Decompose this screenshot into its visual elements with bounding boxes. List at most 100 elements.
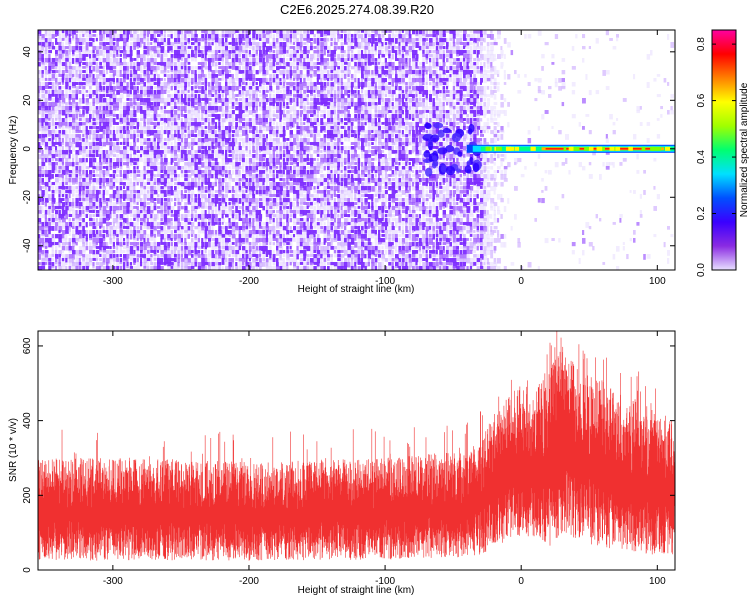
spectrogram-cell — [317, 34, 321, 38]
spectrogram-cell — [45, 142, 48, 147]
spectrogram-cell — [310, 166, 313, 171]
spectrogram-cell — [215, 126, 218, 129]
spectrogram-cell — [154, 142, 157, 146]
spectrogram-cell — [300, 254, 303, 258]
spectrogram-cell — [62, 54, 64, 58]
spectrogram-cell — [143, 50, 147, 55]
spectrogram-cell — [194, 218, 197, 222]
spectrogram-cell — [242, 246, 245, 251]
spectrogram-cell — [266, 218, 269, 222]
spectrogram-cell — [215, 214, 218, 218]
spectrogram-cell — [215, 266, 218, 269]
spectrogram-cell — [242, 118, 245, 121]
spectrogram-cell — [109, 138, 112, 142]
spectrogram-cell — [293, 98, 295, 102]
spectrogram-cell — [191, 186, 194, 190]
spectrogram-cell — [286, 102, 288, 106]
spectrogram-cell — [140, 58, 143, 62]
spectrogram-cell — [69, 150, 73, 154]
spectrogram-cell — [188, 90, 190, 93]
spectrogram-cell — [62, 82, 64, 85]
spectrogram-cell — [160, 66, 163, 70]
spectrogram-cell — [140, 202, 144, 206]
spectrogram-cell — [160, 150, 164, 154]
spectrogram-cell — [109, 262, 111, 267]
spectrogram-cell — [290, 158, 294, 161]
spectrogram-cell — [198, 206, 200, 209]
spectrogram-cell — [130, 170, 133, 173]
spectrogram-cell — [48, 158, 51, 162]
spectrogram-cell — [256, 62, 259, 65]
spectrogram-cell — [55, 190, 58, 194]
spectrogram-cell — [232, 266, 234, 270]
spectrogram-cell — [228, 34, 231, 38]
spectrogram-cell — [72, 186, 75, 191]
spectrogram-cell — [293, 166, 296, 170]
spectrogram-cell — [92, 214, 95, 217]
spectrogram-cell — [327, 106, 330, 109]
spectrogram-cell — [143, 194, 146, 198]
spectrogram-cell — [300, 242, 303, 247]
spectrogram-cell — [167, 94, 171, 98]
spectrogram-cell — [276, 226, 279, 229]
spectrogram-cell — [307, 78, 310, 81]
spectrogram-cell — [324, 234, 328, 238]
spectrogram-cell — [276, 66, 280, 70]
spectrogram-cell — [232, 166, 236, 169]
spectrogram-cell — [198, 142, 201, 146]
spectrogram-cell — [147, 210, 151, 214]
spectrogram-cell — [252, 230, 256, 234]
spectrogram-cell — [103, 174, 106, 178]
spectrogram-cell — [184, 58, 187, 62]
spectrogram-cell — [116, 210, 119, 213]
spectrogram-cell — [286, 46, 290, 50]
spectrogram-cell — [222, 54, 225, 58]
spectrogram-cell — [235, 94, 239, 97]
spectrogram-cell — [48, 222, 51, 226]
spectrogram-cell — [126, 222, 130, 226]
spectrogram-cell — [52, 94, 55, 97]
spectrogram-cell — [283, 62, 287, 66]
spectrogram-cell — [252, 114, 256, 117]
spectrogram-cell — [89, 126, 93, 129]
spectrogram-cell — [249, 182, 252, 186]
spectrogram-cell — [106, 78, 110, 82]
spectrogram-cell — [147, 182, 150, 185]
spectrogram-cell — [92, 182, 94, 186]
spectrogram-cell — [313, 74, 317, 77]
spectrogram-cell — [171, 138, 173, 141]
spectrogram-cell — [137, 202, 139, 205]
spectrogram-cell — [58, 130, 61, 134]
spectrogram-cell — [252, 30, 256, 34]
spectrogram-cell — [330, 34, 334, 38]
spectrogram-cell — [307, 98, 309, 102]
spectrogram-cell — [96, 106, 99, 110]
spectrogram-cell — [123, 246, 127, 249]
spectrogram-cell — [317, 186, 319, 189]
spectrogram-cell — [143, 74, 146, 78]
spectrogram-cell — [62, 122, 66, 126]
spectrogram-cell — [276, 50, 280, 55]
spectrogram-cell — [113, 42, 116, 46]
spectrogram-cell — [58, 174, 62, 178]
spectrogram-cell — [150, 250, 154, 253]
spectrogram-cell — [218, 258, 221, 261]
spectrogram-cell — [232, 106, 235, 109]
spectrogram-cell — [249, 234, 252, 238]
spectrogram-cell — [167, 174, 169, 179]
spectrogram-cell — [133, 158, 137, 162]
spectrogram-cell — [232, 242, 235, 245]
spectrogram-cell — [334, 138, 336, 141]
spectrogram-cell — [205, 90, 207, 95]
spectrogram-cell — [140, 154, 142, 157]
spectrogram-cell — [324, 178, 328, 182]
spectrogram-cell — [103, 30, 106, 34]
spectrogram-cell — [82, 178, 86, 182]
spectrogram-cell — [286, 38, 289, 42]
spectrogram-cell — [286, 262, 288, 266]
spectrogram-cell — [167, 146, 170, 149]
spectrogram-cell — [215, 38, 219, 43]
spectrogram-cell — [89, 94, 92, 99]
spectrogram-cell — [225, 262, 228, 266]
spectrogram-cell — [86, 186, 89, 189]
